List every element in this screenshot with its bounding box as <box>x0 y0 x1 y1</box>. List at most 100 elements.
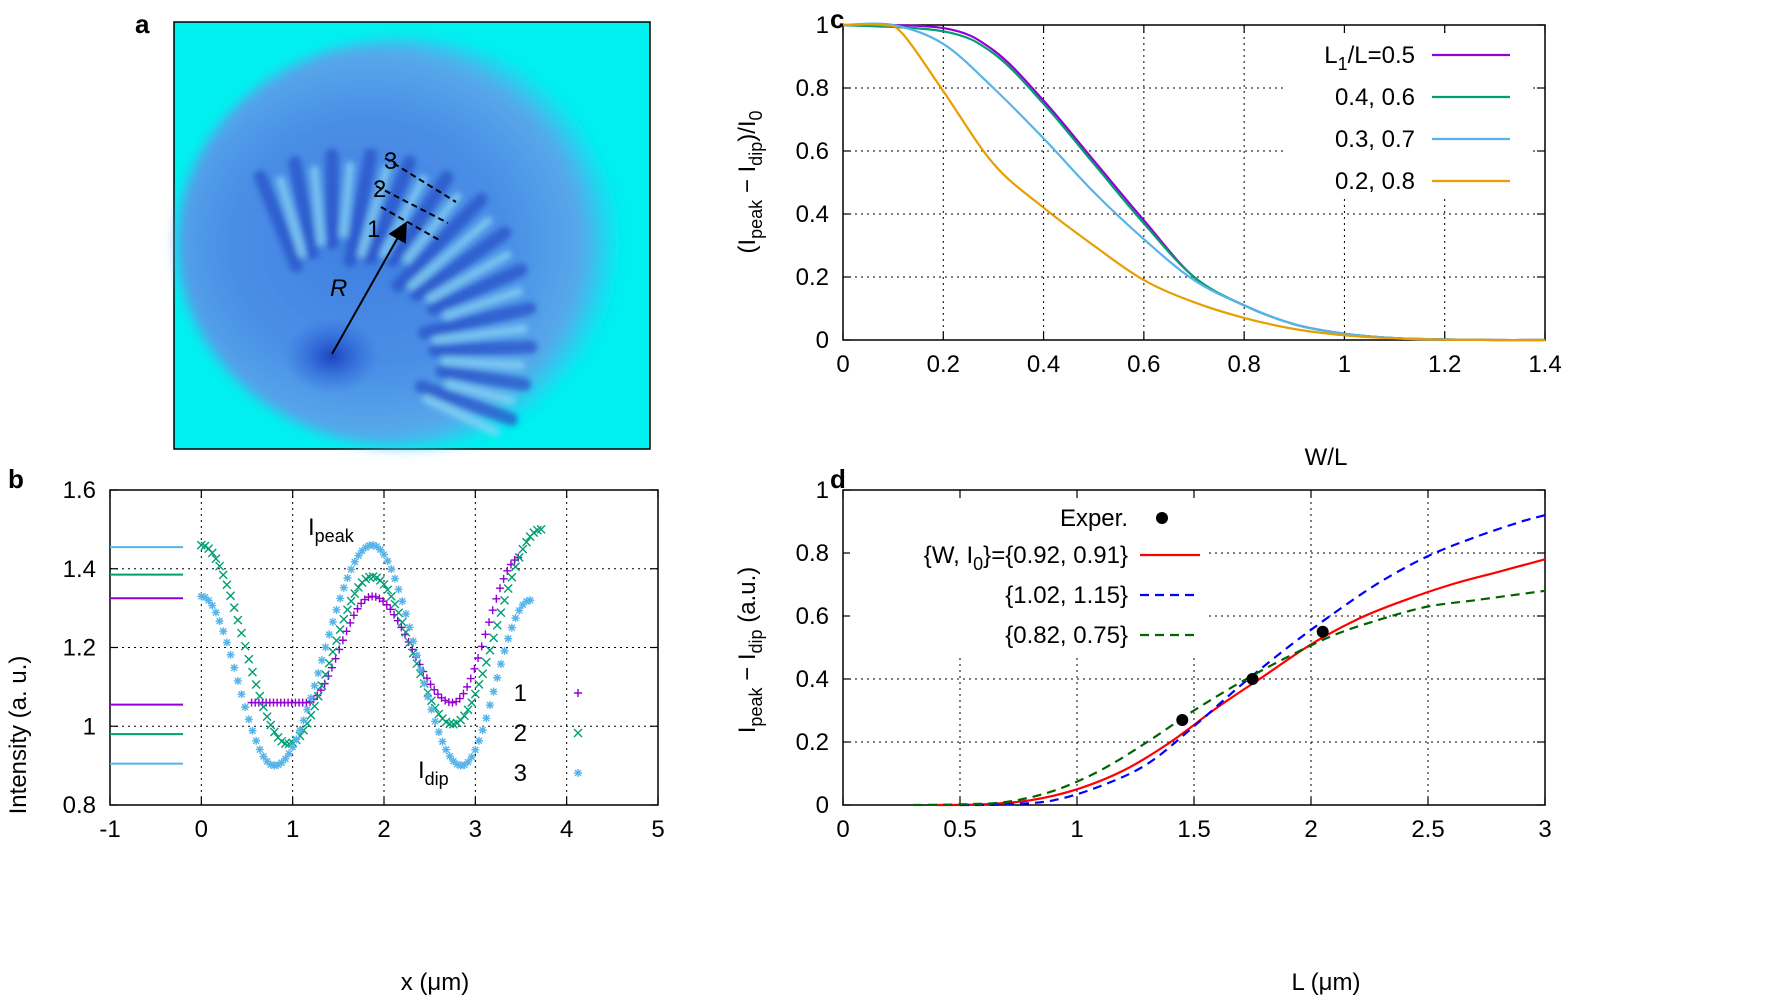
chart-b-point <box>474 654 483 663</box>
chart-b-point <box>522 597 531 606</box>
chart-b-point <box>382 600 391 609</box>
chart-d-legend-label: Exper. <box>1060 505 1128 532</box>
chart-b-xlabel: x (μm) <box>401 969 469 996</box>
chart-b-point <box>218 570 228 580</box>
chart-b-point <box>237 690 246 699</box>
streak-light <box>407 216 493 291</box>
chart-d-line-2 <box>913 589 1546 807</box>
chart-b-point <box>507 623 516 632</box>
chart-b-point <box>314 669 323 678</box>
chart-b-xtick-label: 0 <box>195 816 208 843</box>
chart-b-annotation-peak: Ipeak <box>308 514 355 546</box>
chart-b-frame <box>109 489 659 806</box>
chart-b-point <box>511 562 521 572</box>
streak-dark <box>253 170 303 273</box>
chart-b-xtick-label: 2 <box>377 816 390 843</box>
chart-b-point <box>518 544 528 554</box>
chart-b-point <box>280 738 290 748</box>
chart-d-legend-bg <box>850 498 1205 658</box>
chart-b-point <box>336 594 345 603</box>
chart-c-ytick-label: 0 <box>816 327 829 354</box>
chart-b-point <box>507 572 517 582</box>
chart-b-xtick-label: 4 <box>560 816 573 843</box>
chart-b-point <box>219 627 228 636</box>
chart-b-point <box>338 636 347 645</box>
chart-d-ytick-label: 0.4 <box>796 666 829 693</box>
chart-c-ytick-label: 0.2 <box>796 264 829 291</box>
chart-b-point <box>478 726 487 735</box>
chart-b-point <box>332 605 341 614</box>
chart-b-point <box>270 761 279 770</box>
radius-label: R <box>330 275 347 302</box>
chart-b-point <box>470 664 479 673</box>
chart-b-point <box>445 719 455 729</box>
chart-d-legend-label: {W, I0}={0.92, 0.91} <box>924 542 1128 574</box>
panel-a-image: R 1 2 3 <box>173 21 651 450</box>
chart-c-xtick-label: 1 <box>1338 351 1351 378</box>
chart-b-point <box>233 615 243 625</box>
chart-b-point <box>342 627 351 636</box>
chart-b-point <box>438 737 447 746</box>
chart-b-point <box>521 537 531 547</box>
streak-dark <box>426 263 528 316</box>
chart-b-point <box>222 580 232 590</box>
chart-b-point <box>255 745 264 754</box>
chart-b-point <box>453 760 462 769</box>
chart-b-point <box>252 736 261 745</box>
chart-b-point <box>477 642 486 651</box>
chart-b-point <box>442 745 451 754</box>
chart-b-point <box>200 593 209 602</box>
chart-b-point <box>226 650 235 659</box>
chart-b-series-2 <box>110 524 546 749</box>
chart-b-point <box>369 541 378 550</box>
streak-dark <box>428 340 538 357</box>
chart-b-point <box>412 651 421 660</box>
chart-c-legend-bg <box>1283 35 1533 195</box>
chart-b-point <box>295 726 304 735</box>
line-2 <box>375 185 449 224</box>
chart-b-point <box>459 689 468 698</box>
chart-b-point <box>409 637 418 646</box>
chart-b-point <box>398 597 407 606</box>
chart-b-point <box>263 757 272 766</box>
chart-b-point <box>350 557 359 566</box>
chart-b-annotation-dip: Idip <box>418 757 449 789</box>
chart-b-legend-label: 3 <box>514 760 527 787</box>
line-label-3: 3 <box>384 148 397 175</box>
chart-b-point <box>496 608 506 618</box>
chart-b-point <box>339 583 348 592</box>
chart-b-xtick-label: -1 <box>99 816 120 843</box>
chart-b-point <box>500 595 510 605</box>
streak-light <box>440 356 526 371</box>
chart-b-point <box>423 692 432 701</box>
chart-b-point <box>215 617 224 626</box>
panel-label-c: c <box>830 4 844 34</box>
chart-d-exper-point <box>1176 713 1189 726</box>
chart-d-line-1 <box>959 514 1546 807</box>
chart-b-point <box>266 720 276 730</box>
chart-b-point <box>470 689 480 699</box>
chart-b-point <box>364 593 373 602</box>
chart-b-point <box>285 749 294 758</box>
chart-b-point <box>488 606 497 615</box>
streak-dark <box>409 226 512 302</box>
chart-b-point <box>230 663 239 672</box>
chart-b-point <box>481 630 490 639</box>
streak-dark <box>343 148 378 268</box>
chart-b-ytick-label: 1.2 <box>63 635 96 662</box>
chart-b-ytick-label: 1.4 <box>63 556 96 583</box>
chart-b-point <box>383 585 393 595</box>
chart-b-point <box>405 623 414 632</box>
line-3 <box>384 157 457 203</box>
chart-b-point <box>427 705 436 714</box>
chart-b-point <box>495 584 504 593</box>
chart-b-point <box>371 592 380 601</box>
chart-b-point <box>383 557 392 566</box>
chart-b-legend-marker <box>574 689 582 697</box>
chart-b-point <box>459 711 469 721</box>
chart-c-ytick-label: 0.6 <box>796 138 829 165</box>
chart-d-xtick-label: 3 <box>1538 816 1551 843</box>
chart-b-point <box>489 633 499 643</box>
chart-b-point <box>464 758 473 767</box>
chart-b-point <box>380 550 388 559</box>
